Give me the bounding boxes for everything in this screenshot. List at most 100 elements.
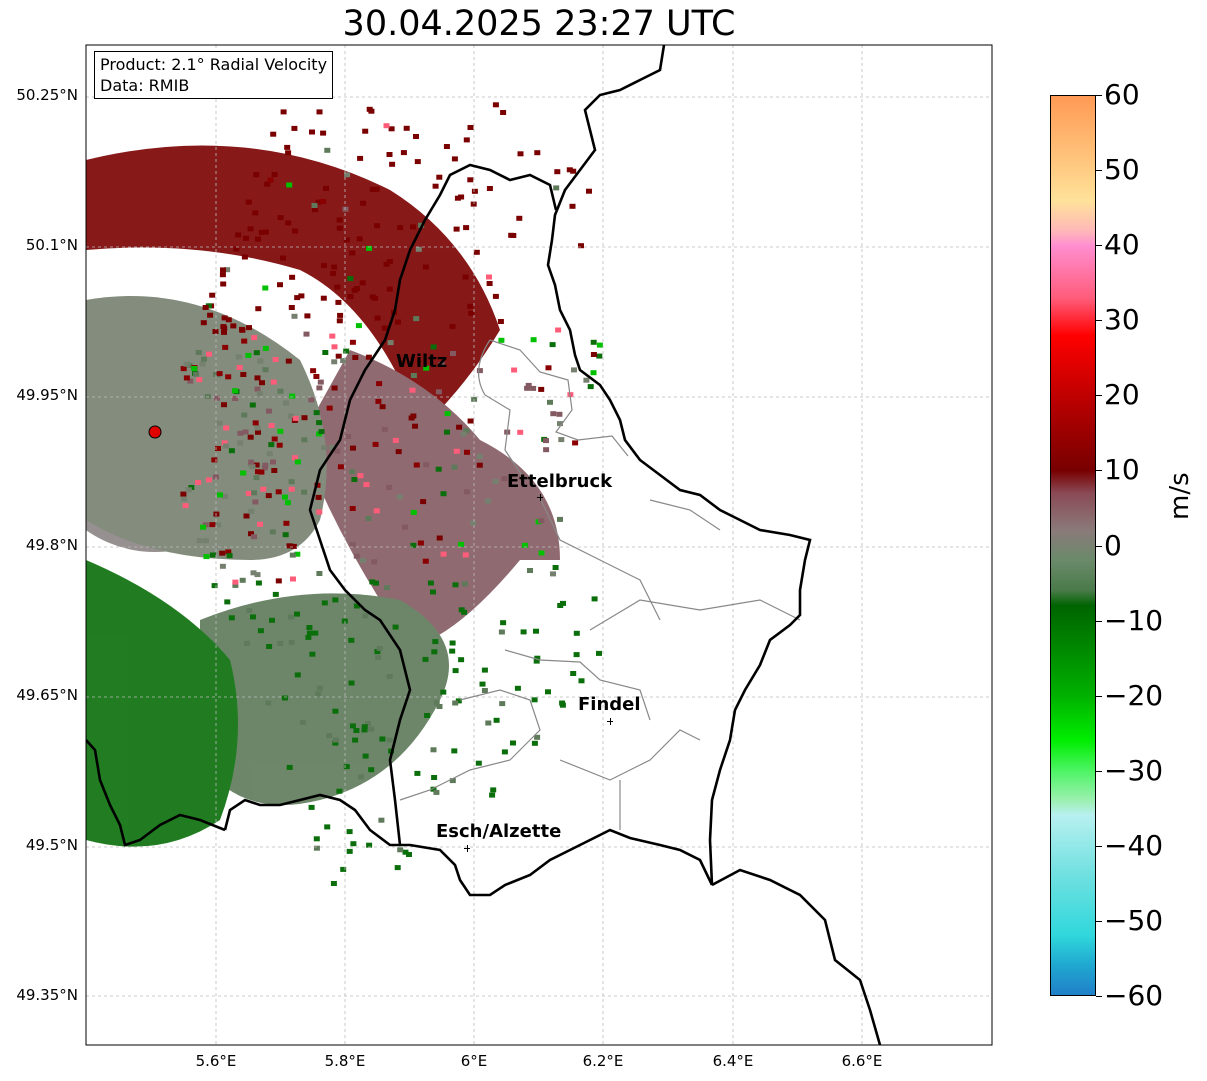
echo-pixel [379, 404, 386, 410]
echo-pixel [206, 351, 213, 357]
echo-pixel [248, 459, 255, 465]
echo-pixel [500, 110, 507, 115]
echo-pixel [360, 200, 367, 206]
echo-pixel [430, 589, 436, 595]
echo-pixel [270, 131, 277, 137]
echo-pixel [455, 698, 462, 704]
echo-pixel [256, 391, 263, 396]
echo-pixel [530, 337, 537, 343]
radar-echoes [86, 102, 603, 886]
city-label-wiltz: Wiltz [396, 351, 448, 372]
echo-pixel [366, 245, 373, 251]
echo-pixel [230, 323, 237, 329]
echo-pixel [349, 723, 356, 729]
echo-pixel [524, 385, 531, 391]
echo-pixel [467, 418, 474, 424]
echo-pixel [291, 313, 298, 319]
echo-pixel [272, 357, 279, 362]
lon-tick: 6.4°E [712, 1052, 754, 1070]
echo-pixel [422, 264, 429, 270]
echo-pixel [331, 359, 338, 365]
echo-pixel [248, 508, 255, 514]
echo-pixel [379, 736, 386, 742]
echo-pixel [288, 486, 295, 492]
echo-pixel [221, 440, 228, 446]
echo-pixel [288, 639, 295, 645]
echo-pixel [309, 651, 316, 657]
echo-pixel [587, 384, 594, 390]
echo-pixel [313, 374, 320, 379]
echo-pixel [247, 434, 254, 440]
echo-pixel [462, 274, 469, 280]
echo-pixel [277, 640, 284, 646]
echo-pixel [216, 420, 223, 426]
echo-pixel [486, 186, 493, 191]
echo-pixel [369, 294, 376, 300]
echo-pixel [397, 225, 404, 231]
echo-pixel [557, 516, 563, 522]
echo-pixel [308, 804, 315, 810]
echo-pixel [240, 470, 247, 476]
echo-pixel [249, 402, 256, 408]
echo-pixel [358, 774, 365, 780]
echo-pixel [270, 459, 276, 465]
colorbar-tick-label: 10 [1104, 453, 1140, 487]
echo-pixel [430, 344, 437, 350]
echo-pixel [268, 423, 275, 429]
echo-pixel [264, 181, 271, 187]
echo-pixel [422, 656, 429, 662]
colorbar-tick-mark [1096, 95, 1102, 96]
echo-pixel [288, 479, 295, 485]
echo-pixel [376, 645, 383, 651]
echo-pixel [335, 353, 342, 359]
echo-pixel [371, 559, 378, 565]
echo-pixel [569, 203, 576, 209]
echo-pixel [573, 630, 580, 636]
echo-pixel [553, 185, 560, 191]
echo-pixel [533, 628, 539, 634]
echo-pixel [248, 531, 254, 537]
echo-pixel [559, 700, 566, 706]
echo-pixel [479, 681, 486, 687]
echo-pixel [255, 429, 261, 435]
colorbar-tick-label: −40 [1104, 828, 1164, 862]
lat-tick: 49.5°N [25, 836, 78, 854]
echo-pixel [332, 708, 339, 714]
map-frame [85, 44, 993, 1046]
echo-pixel [440, 491, 447, 497]
echo-pixel [362, 128, 369, 134]
echo-pixel [232, 582, 239, 588]
echo-pixel [386, 286, 393, 292]
echo-pixel [199, 361, 206, 367]
lat-tick: 49.95°N [16, 386, 78, 404]
echo-pixel [400, 150, 407, 156]
echo-pixel [352, 737, 359, 743]
lon-tick: 6.2°E [582, 1052, 624, 1070]
echo-pixel [310, 368, 317, 374]
echo-pixel [301, 489, 308, 495]
echo-pixel [511, 367, 518, 373]
echo-pixel [291, 125, 298, 131]
echo-pixel [467, 303, 474, 309]
echo-pixel [353, 728, 360, 733]
echo-pixel [236, 365, 243, 370]
echo-pixel [531, 740, 538, 746]
echo-pixel [468, 310, 475, 316]
echo-pixel [590, 339, 597, 345]
echo-pixel [294, 672, 301, 678]
echo-pixel [394, 865, 401, 871]
echo-pixel [262, 229, 269, 235]
echo-pixel [396, 494, 403, 500]
echo-pixel [245, 199, 252, 205]
echo-pixel [353, 603, 360, 609]
echo-pixel [464, 489, 470, 495]
echo-pixel [349, 506, 356, 511]
echo-pixel [320, 199, 327, 204]
echo-pixel [282, 532, 289, 538]
echo-pixel [375, 398, 382, 404]
echo-pixel [383, 261, 390, 267]
echo-pixel [486, 274, 492, 280]
echo-pixel [292, 455, 298, 461]
echo-pixel [329, 333, 336, 339]
echo-pixel [242, 429, 249, 435]
